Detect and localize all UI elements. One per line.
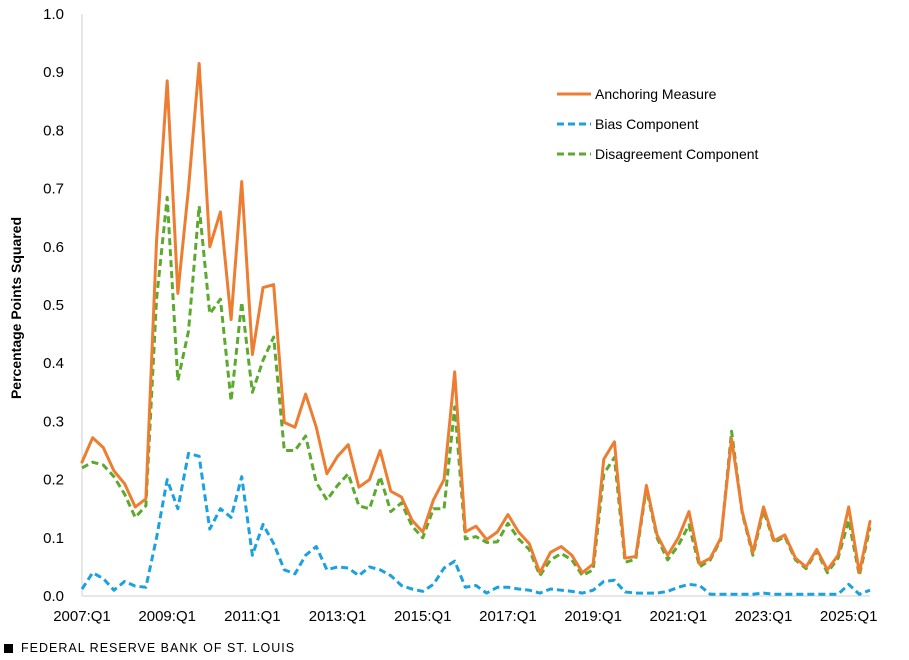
line-chart: 0.0 0.1 0.2 0.3 0.4 0.5 0.6 0.7 0.8 0.9 1.0 2007:Q…	[8, 6, 877, 625]
legend-label: Anchoring Measure	[595, 86, 717, 102]
series-lines	[80, 61, 872, 596]
series-line-disagreement-component	[81, 195, 872, 578]
x-tick-label: 2009:Q1	[138, 608, 196, 625]
x-tick-label: 2019:Q1	[564, 608, 622, 625]
legend: Anchoring Measure Bias Component Disagreem…	[557, 86, 759, 162]
y-tick-label: 0.3	[43, 413, 64, 430]
y-tick-label: 0.0	[43, 588, 64, 605]
x-tick-label: 2011:Q1	[224, 608, 280, 625]
x-tick-label: 2013:Q1	[309, 608, 367, 625]
y-tick-label: 1.0	[43, 6, 64, 23]
y-tick-label: 0.1	[43, 530, 64, 547]
y-tick-label: 0.8	[43, 122, 64, 139]
series-line-bias-component	[80, 451, 871, 596]
legend-label: Disagreement Component	[595, 146, 759, 162]
x-tick-label: 2021:Q1	[650, 608, 708, 625]
x-tick-label: 2023:Q1	[735, 608, 793, 625]
y-tick-label: 0.6	[43, 239, 64, 256]
y-tick-label: 0.4	[43, 355, 64, 372]
axes	[81, 14, 870, 597]
footer-text: FEDERAL RESERVE BANK OF ST. LOUIS	[21, 641, 296, 655]
footer-square-icon	[4, 643, 13, 653]
x-tick-label: 2007:Q1	[53, 608, 111, 625]
x-axis-ticks: 2007:Q1 2009:Q1 2011:Q1 2013:Q1 2015:Q1 2017:…	[53, 608, 877, 625]
y-tick-label: 0.5	[43, 297, 64, 314]
series-line-anchoring-measure	[80, 61, 872, 575]
y-tick-label: 0.7	[43, 181, 64, 198]
y-axis-label: Percentage Points Squared	[8, 217, 24, 399]
y-tick-label: 0.9	[43, 64, 64, 81]
x-tick-label: 2015:Q1	[394, 608, 452, 625]
x-tick-label: 2017:Q1	[479, 608, 537, 625]
y-axis-ticks: 0.0 0.1 0.2 0.3 0.4 0.5 0.6 0.7 0.8 0.9 1.0	[43, 6, 64, 605]
footer-credit: FEDERAL RESERVE BANK OF ST. LOUIS	[4, 641, 295, 655]
y-tick-label: 0.2	[43, 472, 64, 489]
x-tick-label: 2025:Q1	[820, 608, 878, 625]
legend-label: Bias Component	[595, 116, 699, 132]
